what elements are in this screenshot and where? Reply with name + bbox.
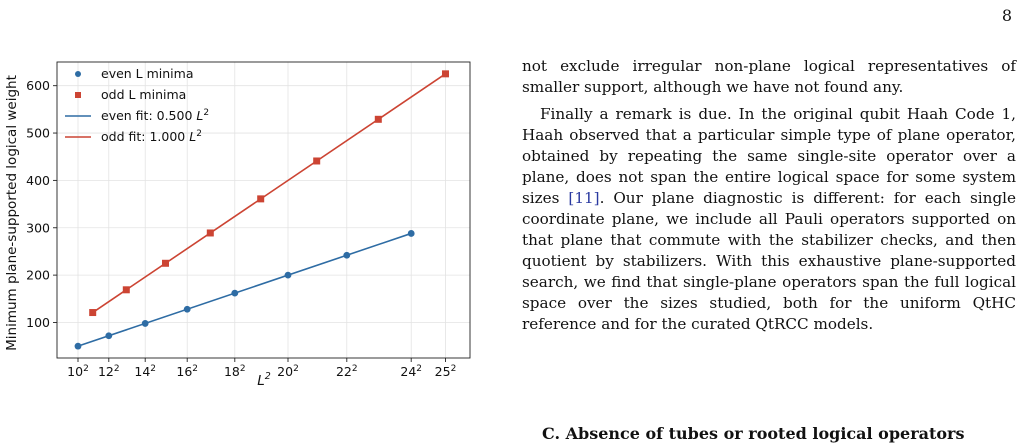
series — [74, 70, 449, 350]
weight-scaling-figure: 100 200 300 400 500 600 102 122 142 162 182 202 222 2… — [0, 50, 490, 404]
citation-link[interactable]: [11] — [568, 189, 600, 207]
y-axis-label: Minimum plane-supported logical weight — [4, 75, 20, 351]
legend-marker — [75, 92, 81, 98]
y-tick-label: 200 — [26, 268, 50, 283]
legend-label: odd L minima — [101, 87, 186, 102]
body-text-column: not exclude irregular non-plane logical … — [522, 56, 1016, 341]
odd-point — [374, 115, 382, 123]
y-tick-label: 300 — [26, 220, 50, 235]
paragraph-2-text-b: . Our plane diagnostic is different: for… — [522, 189, 1017, 333]
paragraph-2-text-a: Finally a remark is due. In the original… — [522, 105, 1016, 207]
x-tick-label: 102 — [67, 364, 89, 379]
paragraph-1: not exclude irregular non-plane logical … — [522, 57, 1016, 96]
legend-label: even L minima — [101, 66, 194, 81]
odd-point — [442, 70, 449, 78]
y-tick-label: 100 — [26, 315, 50, 330]
fit-line — [92, 73, 446, 314]
grid-lines — [57, 62, 470, 358]
even-point — [231, 289, 239, 297]
y-tick-label: 400 — [26, 173, 50, 188]
even-point — [74, 342, 82, 350]
odd-point — [206, 229, 214, 237]
even-point — [141, 320, 149, 327]
odd-point — [162, 259, 169, 267]
y-tick-label: 600 — [26, 78, 50, 93]
section-heading: C. Absence of tubes or rooted logical op… — [542, 424, 965, 443]
x-tick-label: 182 — [224, 364, 246, 379]
even-point — [183, 305, 191, 313]
legend: even L minima odd L minima even fit: 0.500… — [65, 66, 209, 144]
x-tick-label: 252 — [435, 364, 457, 379]
odd-point — [89, 309, 97, 317]
x-tick-label: 202 — [277, 364, 299, 379]
weight-scaling-chart: 100 200 300 400 500 600 102 122 142 162 182 202 222 2… — [4, 61, 471, 389]
even-point — [105, 332, 113, 340]
odd-point — [122, 286, 130, 294]
odd-point — [313, 157, 321, 165]
x-tick-label: 142 — [134, 364, 156, 379]
legend-label: even fit: 0.500 L2 — [101, 108, 209, 123]
x-tick-label: 122 — [98, 364, 120, 379]
legend-marker — [75, 71, 81, 77]
odd-point — [257, 195, 265, 203]
even-point — [407, 230, 415, 237]
x-tick-label: 242 — [400, 364, 422, 379]
fit-line — [77, 232, 412, 347]
page-number: 8 — [1001, 6, 1012, 25]
even-point — [284, 271, 292, 279]
paragraph-2: Finally a remark is due. In the original… — [522, 104, 1016, 335]
x-axis-label: L2 — [257, 371, 271, 389]
plot-frame — [56, 61, 471, 359]
y-tick-label: 500 — [26, 126, 50, 141]
x-tick-label: 222 — [336, 364, 358, 379]
legend-label: odd fit: 1.000 L2 — [101, 129, 202, 144]
axes: 100 200 300 400 500 600 102 122 142 162 182 202 222 2… — [26, 61, 471, 379]
x-tick-label: 162 — [176, 364, 198, 379]
even-point — [343, 251, 351, 259]
